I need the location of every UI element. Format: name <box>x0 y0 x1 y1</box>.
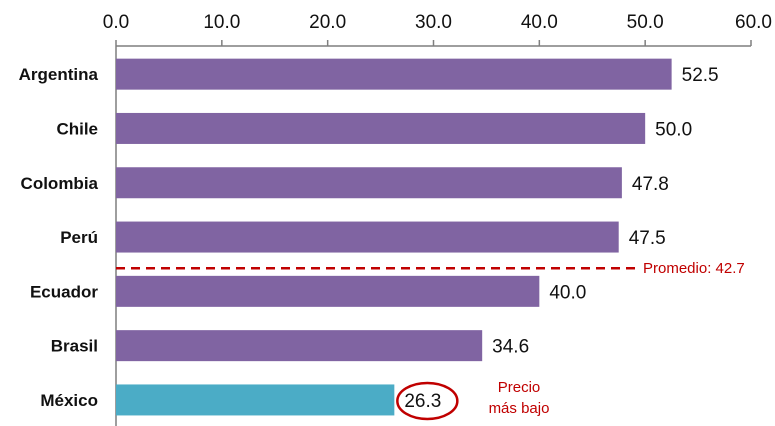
value-label: 47.5 <box>629 228 666 249</box>
x-tick-label: 50.0 <box>627 12 664 33</box>
annotation-text: más bajo <box>489 400 550 417</box>
bar-argentina <box>116 58 672 90</box>
x-tick-label: 30.0 <box>415 12 452 33</box>
category-label: Perú <box>60 228 98 247</box>
bar-ecuador <box>116 275 540 307</box>
category-label: Colombia <box>21 174 99 193</box>
annotation-text: Precio <box>498 379 541 396</box>
highlight-circle <box>396 381 459 421</box>
value-label: 34.6 <box>492 337 529 358</box>
value-labels: 52.5 50.0 47.8 47.5 40.0 34.6 26.3 <box>404 65 718 412</box>
value-label: 47.8 <box>632 174 669 195</box>
annotation-group: Precio más bajo <box>396 379 550 421</box>
x-axis: 0.0 10.0 20.0 30.0 40.0 50.0 60.0 <box>103 12 772 426</box>
x-tick-label: 60.0 <box>735 12 772 33</box>
bar-méxico <box>116 384 395 416</box>
bars <box>116 58 672 416</box>
x-tick-label: 20.0 <box>309 12 346 33</box>
x-tick-label: 40.0 <box>521 12 558 33</box>
bar-chile <box>116 112 646 144</box>
value-label: 26.3 <box>404 391 441 412</box>
bar-perú <box>116 221 619 253</box>
value-label: 50.0 <box>655 119 692 140</box>
average-line-group: Promedio: 42.7 <box>116 260 745 277</box>
value-label: 52.5 <box>682 65 719 86</box>
category-label: Argentina <box>19 65 99 84</box>
category-label: Chile <box>56 119 98 138</box>
average-label: Promedio: 42.7 <box>643 260 745 277</box>
category-labels: Argentina Chile Colombia Perú Ecuador Brasil M… <box>19 65 99 410</box>
x-tick-label: 10.0 <box>203 12 240 33</box>
category-label: Ecuador <box>30 282 98 301</box>
x-tick-label: 0.0 <box>103 12 129 33</box>
value-label: 40.0 <box>549 282 586 303</box>
bar-colombia <box>116 167 622 199</box>
category-label: México <box>40 391 98 410</box>
category-label: Brasil <box>51 337 98 356</box>
bar-brasil <box>116 330 483 362</box>
